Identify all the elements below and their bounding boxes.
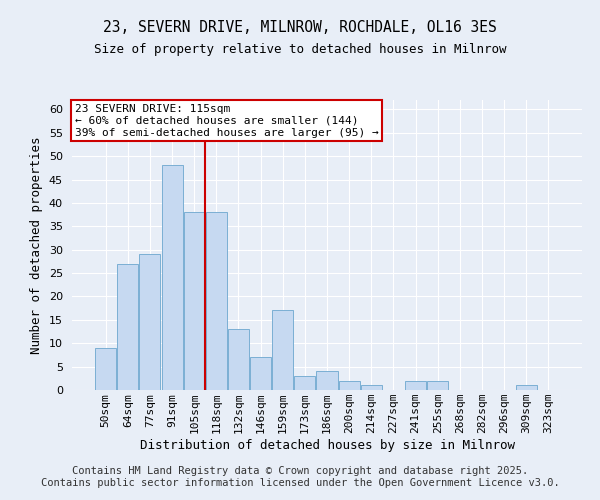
Bar [272,310,293,390]
Bar [427,380,448,390]
Bar [338,380,359,390]
Bar [206,212,227,390]
Bar [515,386,536,390]
Bar [139,254,160,390]
Text: Size of property relative to detached houses in Milnrow: Size of property relative to detached ho… [94,42,506,56]
Bar [184,212,205,390]
Bar [295,376,316,390]
Bar [95,348,116,390]
Text: Contains HM Land Registry data © Crown copyright and database right 2025.
Contai: Contains HM Land Registry data © Crown c… [41,466,559,487]
Bar [118,264,139,390]
Bar [250,358,271,390]
Bar [228,329,249,390]
Bar [161,166,182,390]
X-axis label: Distribution of detached houses by size in Milnrow: Distribution of detached houses by size … [139,439,515,452]
Bar [361,386,382,390]
Text: 23 SEVERN DRIVE: 115sqm
← 60% of detached houses are smaller (144)
39% of semi-d: 23 SEVERN DRIVE: 115sqm ← 60% of detache… [74,104,379,138]
Bar [316,372,338,390]
Y-axis label: Number of detached properties: Number of detached properties [30,136,43,354]
Text: 23, SEVERN DRIVE, MILNROW, ROCHDALE, OL16 3ES: 23, SEVERN DRIVE, MILNROW, ROCHDALE, OL1… [103,20,497,35]
Bar [405,380,426,390]
